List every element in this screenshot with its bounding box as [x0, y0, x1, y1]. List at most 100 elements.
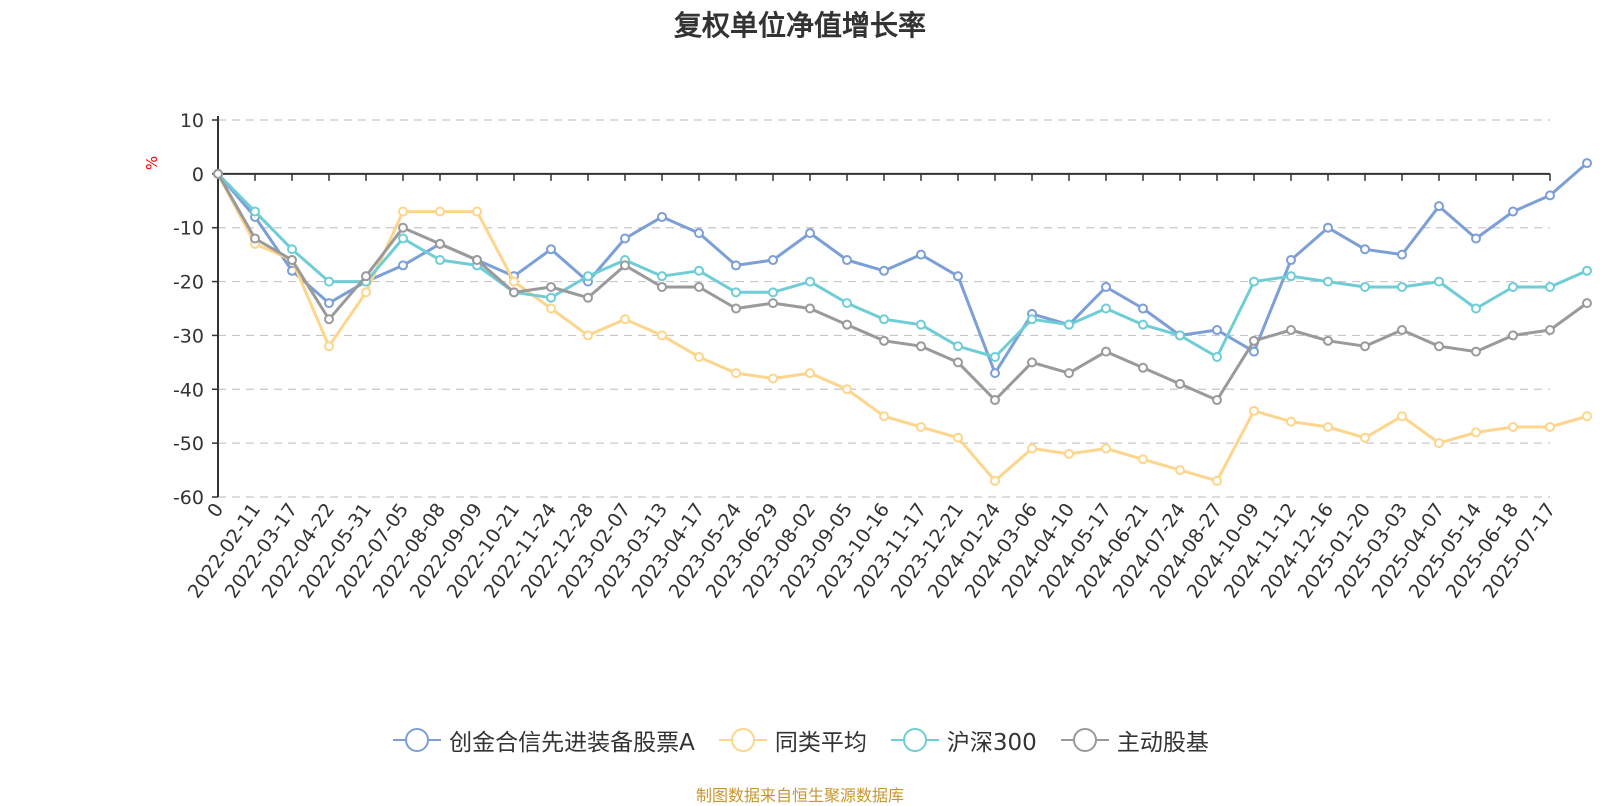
data-point [213, 168, 223, 179]
data-point [1508, 421, 1518, 432]
legend-item-2[interactable]: 同类平均 [717, 723, 867, 757]
data-point [509, 287, 519, 298]
data-point [694, 351, 704, 362]
legend-item-3[interactable]: 沪深300 [889, 723, 1037, 757]
data-point [1101, 281, 1111, 292]
data-point [1212, 325, 1222, 336]
data-point [953, 271, 963, 282]
data-point [953, 357, 963, 368]
data-point [916, 421, 926, 432]
data-point [1397, 325, 1407, 336]
legend-label: 沪深300 [946, 730, 1037, 756]
data-point [324, 341, 334, 352]
data-point [694, 265, 704, 276]
data-point [879, 314, 889, 325]
data-point [324, 314, 334, 325]
data-point [657, 211, 667, 222]
data-point [1138, 319, 1148, 330]
legend-item-1[interactable]: 创金合信先进装备股票A [391, 723, 695, 757]
legend-line-circle-icon [393, 728, 442, 752]
legend-line-circle-icon [890, 728, 939, 752]
data-point [1397, 249, 1407, 260]
data-point [1212, 475, 1222, 486]
series-4 [213, 168, 1592, 406]
data-point [768, 373, 778, 384]
data-point [398, 260, 408, 271]
data-point [472, 255, 482, 266]
data-point [1434, 438, 1444, 449]
data-point [583, 271, 593, 282]
legend-item-4[interactable]: 主动股基 [1059, 723, 1209, 757]
legend-line-circle-icon [718, 728, 767, 752]
data-point [1323, 421, 1333, 432]
data-point [657, 281, 667, 292]
data-point [657, 330, 667, 341]
legend: 创金合信先进装备股票A 同类平均 沪深300 主动股基 [0, 723, 1600, 757]
data-point [1508, 281, 1518, 292]
data-point [1249, 335, 1259, 346]
data-point [694, 281, 704, 292]
data-point [953, 341, 963, 352]
data-point [1434, 341, 1444, 352]
data-point [1286, 271, 1296, 282]
data-point [879, 265, 889, 276]
data-point [1138, 362, 1148, 373]
data-point [1434, 201, 1444, 212]
data-point [472, 206, 482, 217]
data-point [1471, 427, 1481, 438]
data-point [1545, 325, 1555, 336]
data-point [1360, 341, 1370, 352]
data-point [1582, 298, 1592, 309]
data-point [1101, 443, 1111, 454]
data-point [1471, 233, 1481, 244]
data-point [546, 303, 556, 314]
data-point [435, 238, 445, 249]
data-point [1545, 281, 1555, 292]
y-tick-label: -20 [173, 272, 204, 294]
data-point [1323, 276, 1333, 287]
data-point [990, 351, 1000, 362]
data-point [398, 206, 408, 217]
data-point [805, 303, 815, 314]
data-point [1064, 368, 1074, 379]
data-point [250, 233, 260, 244]
y-tick-label: -10 [173, 218, 204, 240]
data-point [1508, 206, 1518, 217]
data-point [546, 244, 556, 255]
data-point [435, 206, 445, 217]
data-point [583, 292, 593, 303]
series-line [216, 172, 1589, 483]
data-point [1360, 432, 1370, 443]
data-point [1360, 281, 1370, 292]
data-point [509, 276, 519, 287]
data-point [583, 330, 593, 341]
data-point [546, 292, 556, 303]
y-tick-label: -50 [173, 433, 204, 455]
axes: 100-10-20-30-40-50-6002022-02-112022-03-… [173, 110, 1560, 602]
data-point [1397, 411, 1407, 422]
data-point [694, 228, 704, 239]
data-point [361, 271, 371, 282]
x-tick-label: 0 [203, 499, 228, 522]
data-point [916, 341, 926, 352]
y-tick-label: -30 [173, 325, 204, 347]
data-point [1545, 190, 1555, 201]
data-point [1101, 303, 1111, 314]
data-point [620, 314, 630, 325]
data-point [731, 368, 741, 379]
data-point [1027, 357, 1037, 368]
y-tick-label: 10 [180, 110, 204, 132]
data-point [250, 206, 260, 217]
legend-label: 主动股基 [1116, 730, 1209, 756]
legend-line-circle-icon [1060, 728, 1109, 752]
legend-label: 创金合信先进装备股票A [449, 730, 695, 756]
data-source-note: 制图数据来自恒生聚源数据库 [695, 786, 904, 805]
data-point [398, 233, 408, 244]
data-point [768, 287, 778, 298]
data-point [1545, 421, 1555, 432]
data-point [805, 228, 815, 239]
data-point [842, 384, 852, 395]
data-point [324, 276, 334, 287]
data-point [1101, 346, 1111, 357]
